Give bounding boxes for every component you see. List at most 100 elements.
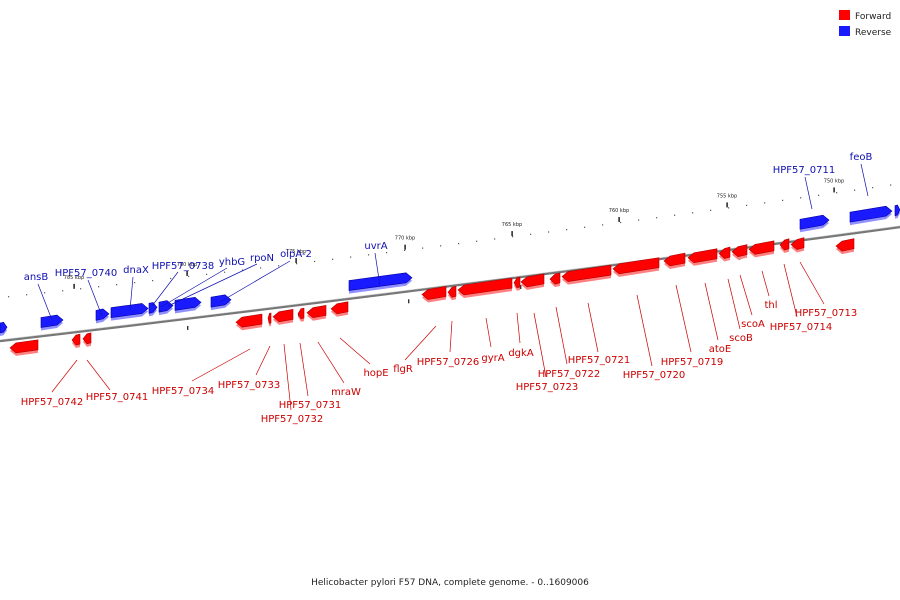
gene-arrow-body (148, 302, 158, 314)
gene-label-yhbG: yhbG (219, 257, 245, 268)
HPF57_0733-gene-arrow[interactable] (267, 312, 272, 327)
label-leader-line (799, 261, 825, 305)
gene-label-HPF57_0726: HPF57_0726 (417, 357, 479, 368)
scale-label: 770 kbp (395, 236, 415, 242)
gene-arrow-body (687, 248, 718, 264)
oipA-2-gene-arrow[interactable] (210, 294, 232, 311)
scale-minor-tick (80, 288, 82, 290)
label-leader-line (449, 320, 453, 353)
HPF57_0742-gene-arrow[interactable] (71, 333, 81, 349)
ansB-gene-arrow[interactable] (40, 314, 64, 331)
rpoN-gene-arrow[interactable] (174, 296, 202, 314)
gene-label-HPF57_0733: HPF57_0733 (218, 380, 280, 391)
atoE-gene-arrow[interactable] (687, 248, 718, 266)
legend-swatch-reverse (839, 26, 850, 36)
HPF57_0719-gene-arrow[interactable] (663, 252, 686, 269)
label-leader-line (86, 359, 111, 391)
HPF57_0722-gene-arrow[interactable] (549, 272, 561, 288)
label-leader-line (783, 263, 798, 318)
gene-arrow-body (95, 308, 110, 321)
uvrA-gene-arrow[interactable] (348, 272, 413, 294)
gene-arrow-body (272, 309, 294, 323)
gene-arrow-body (0, 321, 8, 334)
gene-arrow-body (267, 312, 272, 324)
dnaX-gene-arrow[interactable] (110, 303, 149, 321)
scale-minor-tick (620, 221, 622, 224)
scale-lower-tick (520, 285, 522, 290)
HPF57_0731-gene-arrow[interactable] (297, 307, 305, 322)
leftmost-gene-arrow[interactable] (0, 321, 8, 336)
gene-arrow-body (71, 333, 81, 346)
legend-label-reverse: Reverse (855, 28, 892, 38)
scale-minor-tick (404, 249, 406, 251)
scoA-gene-arrow[interactable] (731, 244, 748, 260)
label-leader-line (219, 260, 291, 303)
gene-label-atoE: atoE (709, 344, 732, 355)
scale-lower-tick (187, 325, 189, 330)
scale-minor-tick (422, 247, 424, 249)
scale-minor-tick (872, 187, 874, 189)
scale-minor-tick (476, 240, 478, 242)
gene-arrow-body (718, 246, 731, 259)
HPF57_0726-gene-arrow[interactable] (447, 285, 457, 301)
scale-label: 785 kbp (64, 275, 84, 281)
label-leader-line (804, 176, 813, 210)
HPF57_0721-gene-arrow[interactable] (561, 264, 612, 285)
scale-minor-tick (566, 229, 568, 231)
yhbG-gene-arrow[interactable] (158, 300, 174, 316)
gene-arrow-body (731, 244, 748, 258)
thl-gene-arrow[interactable] (748, 240, 775, 258)
gene-label-gyrA: gyrA (481, 353, 504, 364)
scale-minor-tick (134, 282, 136, 284)
scale-minor-tick (44, 292, 46, 294)
scale-minor-tick (782, 199, 784, 201)
scale-major-tick (511, 231, 513, 237)
scale-minor-tick (332, 258, 334, 260)
scale-lower-tick (408, 299, 410, 304)
gene-arrow-body (158, 300, 174, 313)
scoB-gene-arrow[interactable] (718, 246, 731, 262)
label-leader-line (191, 348, 251, 382)
HPF57_0732-gene-arrow[interactable] (272, 309, 294, 325)
flgR-gene-arrow[interactable] (421, 286, 447, 303)
gene-label-HPF57_0723: HPF57_0723 (516, 382, 578, 393)
gene-arrow-body (306, 305, 327, 319)
gene-arrow-body (82, 332, 92, 345)
label-leader-line (339, 337, 371, 365)
label-leader-line (516, 312, 521, 344)
HPF57_0734-gene-arrow[interactable] (235, 313, 263, 331)
HPF57_0713-gene-arrow[interactable] (790, 237, 805, 253)
scale-minor-tick (800, 197, 802, 199)
scale-minor-tick (728, 207, 730, 209)
hopE-gene-arrow[interactable] (330, 301, 349, 317)
gene-label-HPF57_0719: HPF57_0719 (661, 357, 723, 368)
scale-minor-tick (710, 209, 712, 211)
HPF57_0738-gene-arrow[interactable] (148, 302, 158, 317)
gene-label-HPF57_0721: HPF57_0721 (568, 355, 630, 366)
HPF57_0723-gene-arrow[interactable] (520, 273, 545, 290)
label-leader-line (167, 263, 258, 307)
HPF57_0720-gene-arrow[interactable] (612, 257, 660, 277)
scale-label: 750 kbp (824, 178, 844, 184)
feoB-gene-arrow[interactable] (849, 205, 893, 226)
scale-minor-tick (260, 267, 262, 269)
gyrA-gene-arrow[interactable] (457, 277, 513, 298)
HPF57_0740-gene-arrow[interactable] (95, 308, 110, 324)
edge-gene-arrow[interactable] (894, 204, 900, 219)
HPF57_0714-gene-arrow[interactable] (779, 238, 790, 254)
HPF57_0711-gene-arrow[interactable] (799, 214, 830, 233)
HPF57_0741-gene-arrow[interactable] (82, 332, 92, 347)
gene-arrow-body (561, 264, 612, 282)
dgkA-gene-arrow[interactable] (513, 276, 521, 291)
scale-minor-tick (314, 260, 316, 263)
gene-arrow-body (612, 257, 660, 275)
scale-major-tick (618, 217, 620, 223)
mraW-gene-arrow[interactable] (306, 305, 327, 321)
scale-minor-tick (368, 254, 370, 256)
label-leaders (37, 163, 869, 411)
gene-label-HPF57_0740: HPF57_0740 (55, 268, 117, 279)
HPF57_0712-gene-arrow[interactable] (835, 238, 855, 255)
HPF57_0742-a-gene-arrow[interactable] (9, 339, 39, 356)
gene-label-HPF57_0713: HPF57_0713 (795, 308, 857, 319)
